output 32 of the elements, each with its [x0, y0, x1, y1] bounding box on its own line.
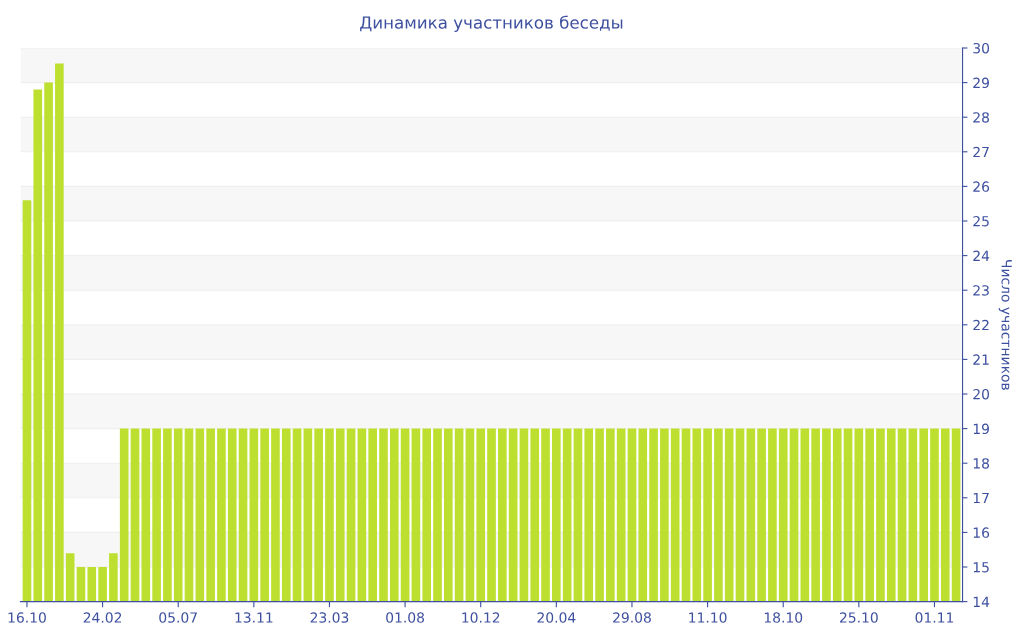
x-tick-label: 13.11: [235, 612, 273, 623]
x-tick-label: 23.03: [310, 612, 349, 623]
x-tick-label: 29.08: [613, 612, 651, 623]
y-tick-label: 20: [973, 388, 990, 400]
x-tick-label: 25.10: [839, 612, 878, 623]
y-tick-label: 25: [973, 215, 989, 227]
chart-title: Динамика участников беседы: [360, 15, 623, 33]
x-tick-label: 20.04: [537, 612, 576, 623]
y-tick-label: 17: [973, 492, 989, 504]
y-tick-label: 29: [973, 77, 989, 89]
y-tick-label: 18: [973, 458, 990, 469]
y-tick-label: 15: [973, 562, 989, 573]
y-tick-label: 23: [973, 285, 989, 296]
x-tick-label: 01.11: [915, 612, 954, 623]
x-tick-label: 24.02: [83, 612, 122, 623]
x-tick-label: 18.10: [764, 612, 803, 623]
y-tick-label: 28: [973, 112, 990, 123]
y-tick-label: 30: [973, 42, 990, 54]
y-tick-label: 21: [973, 354, 989, 365]
x-tick-label: 11.10: [689, 612, 727, 623]
y-tick-label: 16: [973, 527, 990, 538]
x-tick-label: 16.10: [8, 612, 46, 623]
y-axis-title: Число участников: [998, 260, 1012, 390]
y-tick-label: 14: [973, 596, 990, 607]
y-tick-label: 26: [973, 181, 990, 192]
y-tick-label: 27: [973, 146, 989, 158]
y-tick-label: 24: [973, 250, 990, 261]
y-tick-label: 22: [973, 319, 989, 331]
x-tick-label: 10.12: [462, 612, 500, 623]
x-tick-label: 01.08: [386, 612, 425, 623]
y-tick-label: 19: [973, 423, 989, 435]
x-tick-label: 05.07: [159, 612, 197, 623]
